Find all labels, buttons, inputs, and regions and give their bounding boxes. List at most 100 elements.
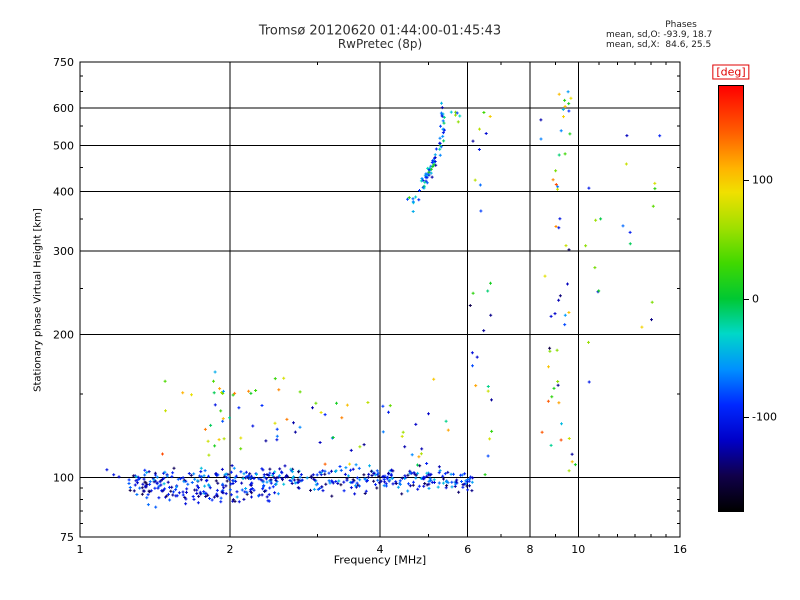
data-point [172,466,176,470]
data-point [181,476,185,480]
data-point [297,470,300,474]
data-point [416,463,419,467]
data-point [429,167,433,171]
data-point [271,472,275,475]
data-point [296,478,300,482]
data-point [296,480,300,484]
data-point [237,406,241,410]
data-point [167,492,170,496]
y-tick-label: 400 [53,186,74,199]
data-point [367,472,371,476]
data-point [182,480,186,484]
data-point [377,481,381,485]
data-point [412,480,415,484]
data-point [421,477,425,481]
data-point [441,134,445,138]
data-point [298,390,302,394]
data-point [563,105,567,108]
data-point [475,355,479,359]
data-point [457,490,461,494]
data-point [364,489,368,493]
data-point [148,480,152,484]
data-point [419,179,423,183]
data-point [438,469,442,473]
data-point [414,422,418,426]
data-point [213,403,217,407]
data-point [239,470,243,474]
data-point [251,424,255,428]
data-point [207,474,210,478]
data-point [436,485,440,489]
data-point [230,464,234,468]
data-point [138,486,142,490]
y-tick-label: 100 [53,472,74,485]
data-point [468,304,472,307]
data-point [208,486,212,490]
data-point [282,376,286,380]
data-point [658,134,662,138]
data-point [274,482,278,486]
data-point [425,471,429,475]
data-point [225,476,229,479]
data-point [394,482,398,485]
data-point [567,102,571,106]
data-point [568,132,572,136]
data-point [133,483,137,487]
data-point [219,500,223,504]
data-point [573,463,577,467]
data-point [166,480,170,484]
data-point [187,472,191,475]
data-point [431,165,435,168]
data-point [432,163,436,167]
data-point [163,470,167,474]
data-point [204,479,208,483]
data-point [268,467,272,471]
data-point [239,447,243,451]
data-point [375,486,379,490]
data-point [438,141,442,145]
phase-stats-x-mode: mean, sd,X: 84.6, 25.5 [606,40,712,50]
plot-frame [79,61,681,538]
data-point [212,495,216,499]
data-point [369,469,373,473]
data-point [430,175,434,179]
data-point [276,492,280,496]
data-point [163,379,167,383]
data-point [193,488,197,492]
data-point [207,484,211,488]
data-point [191,495,195,498]
data-point [414,476,418,480]
data-point [368,464,371,468]
phase-stats-title: Phases [665,20,697,30]
data-point [348,462,352,466]
data-point [327,479,331,483]
data-point [539,137,543,141]
data-point [265,480,269,484]
y-tick-label: 75 [60,531,74,544]
data-point [263,489,267,493]
data-point [331,436,335,439]
data-point [370,474,374,477]
data-point [417,455,421,459]
data-point [339,468,343,472]
data-point [653,181,657,185]
data-point [339,483,343,487]
data-point [486,385,490,388]
data-point [434,147,438,151]
data-point [282,482,286,486]
data-point [164,409,167,413]
data-point [128,486,132,489]
data-point [244,475,248,479]
data-point [165,494,169,498]
data-point [432,481,436,484]
data-point [477,148,481,151]
data-point [563,323,567,327]
data-point [489,313,493,317]
data-point [170,475,174,479]
colorbar-tick-label: -100 [752,410,777,424]
data-point [181,490,185,494]
data-point [142,477,146,481]
data-point [219,409,223,413]
data-point [248,483,252,487]
data-point [490,429,494,433]
